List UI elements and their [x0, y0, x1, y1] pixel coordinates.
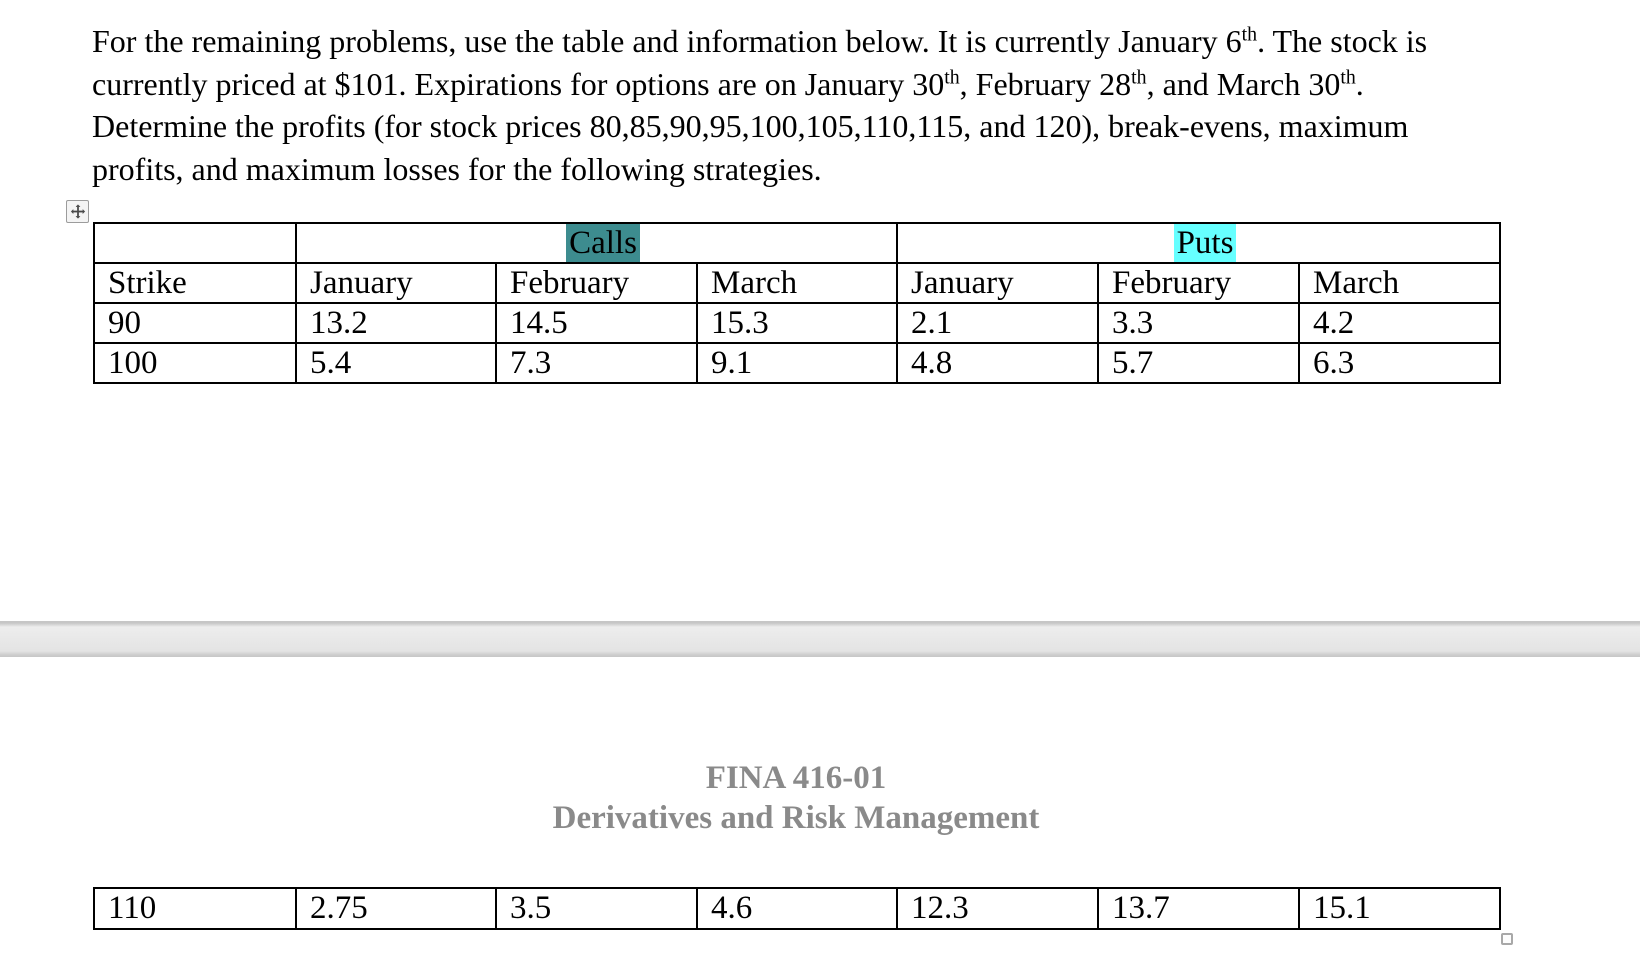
column-header-calls-february[interactable]: February [495, 262, 698, 304]
table-cell[interactable]: 90 [93, 302, 297, 344]
table-cell[interactable]: 4.8 [896, 342, 1100, 384]
calls-label-highlight: Calls [566, 225, 640, 261]
course-title: Derivatives and Risk Management [552, 800, 1040, 836]
options-table-continuation: 110 2.75 3.5 4.6 12.3 13.7 15.1 [93, 887, 1501, 930]
column-header-calls-january[interactable]: January [295, 262, 497, 304]
table-row-strike-110: 110 2.75 3.5 4.6 12.3 13.7 15.1 [93, 887, 1501, 930]
table-row-strike-90: 90 13.2 14.5 15.3 2.1 3.3 4.2 [93, 302, 1502, 344]
column-header-strike[interactable]: Strike [93, 262, 297, 304]
intro-text: . The stock is currently priced at $101.… [92, 23, 1428, 102]
superscript-th: th [1131, 65, 1147, 88]
column-header-puts-march[interactable]: March [1298, 262, 1502, 304]
calls-header-cell[interactable]: Calls [294, 222, 899, 264]
intro-text: , February 28 [959, 65, 1132, 102]
intro-text: For the remaining problems, use the tabl… [92, 23, 1242, 59]
table-cell[interactable]: 100 [93, 342, 297, 384]
puts-label-highlight: Puts [1173, 225, 1237, 261]
column-header-puts-january[interactable]: January [896, 262, 1100, 304]
superscript-th: th [1340, 65, 1356, 88]
table-cell-empty[interactable] [93, 222, 297, 264]
table-cell[interactable]: 13.2 [295, 302, 497, 344]
table-cell[interactable]: 2.1 [896, 302, 1100, 344]
table-cell[interactable]: 7.3 [495, 342, 698, 384]
table-row-column-headers: Strike January February March January Fe… [93, 262, 1502, 304]
course-code: FINA 416-01 [705, 760, 887, 796]
table-cell[interactable]: 15.3 [695, 302, 899, 344]
superscript-th: th [1241, 23, 1258, 46]
table-cell[interactable]: 3.5 [495, 887, 698, 930]
intro-text: . Determine the profits (for stock price… [92, 65, 1409, 187]
table-row-group-headers: Calls Puts [93, 222, 1502, 264]
table-cell[interactable]: 12.3 [896, 887, 1099, 930]
options-price-table: Calls Puts Strike January February March… [93, 222, 1502, 384]
table-cell[interactable]: 110 [93, 887, 297, 930]
intro-text: , and March 30 [1146, 65, 1341, 102]
page-header: FINA 416-01 Derivatives and Risk Managem… [93, 758, 1499, 838]
table-cell[interactable]: 9.1 [695, 342, 899, 384]
table-resize-handle[interactable] [1501, 933, 1513, 945]
column-header-puts-february[interactable]: February [1097, 262, 1301, 304]
table-cell[interactable]: 6.3 [1298, 342, 1502, 384]
table-cell[interactable]: 2.75 [295, 887, 497, 930]
column-header-calls-march[interactable]: March [695, 262, 899, 304]
table-cell[interactable]: 15.1 [1298, 887, 1501, 930]
table-cell[interactable]: 5.4 [295, 342, 497, 384]
intro-paragraph[interactable]: For the remaining problems, use the tabl… [92, 20, 1450, 190]
table-cell[interactable]: 13.7 [1097, 887, 1300, 930]
superscript-th: th [944, 65, 960, 88]
table-cell[interactable]: 4.6 [696, 887, 898, 930]
table-cell[interactable]: 14.5 [495, 302, 698, 344]
table-cell[interactable]: 3.3 [1097, 302, 1301, 344]
table-row-strike-100: 100 5.4 7.3 9.1 4.8 5.7 6.3 [93, 342, 1502, 384]
table-move-handle[interactable] [66, 200, 89, 223]
table-cell[interactable]: 4.2 [1298, 302, 1502, 344]
puts-header-cell[interactable]: Puts [896, 222, 1502, 264]
page-break-gap[interactable] [0, 621, 1640, 657]
move-arrows-icon [70, 203, 85, 219]
table-cell[interactable]: 5.7 [1097, 342, 1301, 384]
